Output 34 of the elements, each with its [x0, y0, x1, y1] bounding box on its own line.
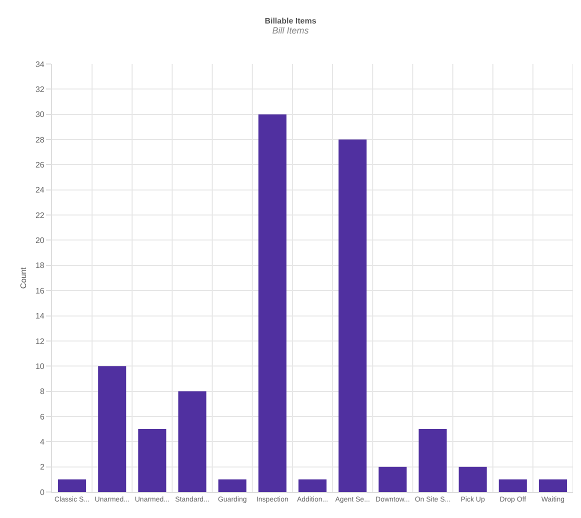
y-tick-label: 0 [40, 488, 45, 497]
y-tick-label: 30 [35, 110, 45, 120]
chart-title: Billable Items [264, 16, 317, 26]
bar [138, 429, 166, 492]
y-axis-title: Count [19, 266, 28, 289]
bar [418, 429, 447, 492]
y-tick-label: 16 [35, 286, 45, 296]
bar [218, 479, 246, 492]
y-tick-label: 2 [40, 462, 45, 472]
y-tick-label: 22 [35, 210, 45, 220]
y-tick-label: 20 [35, 236, 45, 246]
y-tick-label: 4 [40, 437, 45, 446]
bar [298, 479, 327, 492]
bar [378, 466, 407, 492]
chart-subtitle: Bill Items [272, 26, 310, 36]
bar [538, 479, 567, 492]
y-tick-label: 26 [35, 160, 45, 170]
y-tick-label: 8 [40, 387, 45, 396]
y-tick-label: 34 [35, 60, 45, 69]
bar [458, 466, 487, 492]
bar [98, 366, 126, 492]
y-tick-label: 14 [35, 312, 45, 321]
y-tick-label: 12 [35, 336, 45, 346]
y-tick-label: 18 [35, 261, 45, 270]
bar [498, 479, 527, 492]
bar [258, 114, 286, 492]
y-tick-label: 6 [40, 412, 45, 422]
bar [58, 479, 86, 492]
y-tick-label: 24 [35, 186, 45, 195]
bar [178, 391, 206, 492]
y-tick-label: 32 [35, 84, 45, 94]
y-tick-label: 10 [35, 362, 45, 371]
bar [338, 140, 367, 492]
y-tick-label: 28 [35, 135, 45, 144]
